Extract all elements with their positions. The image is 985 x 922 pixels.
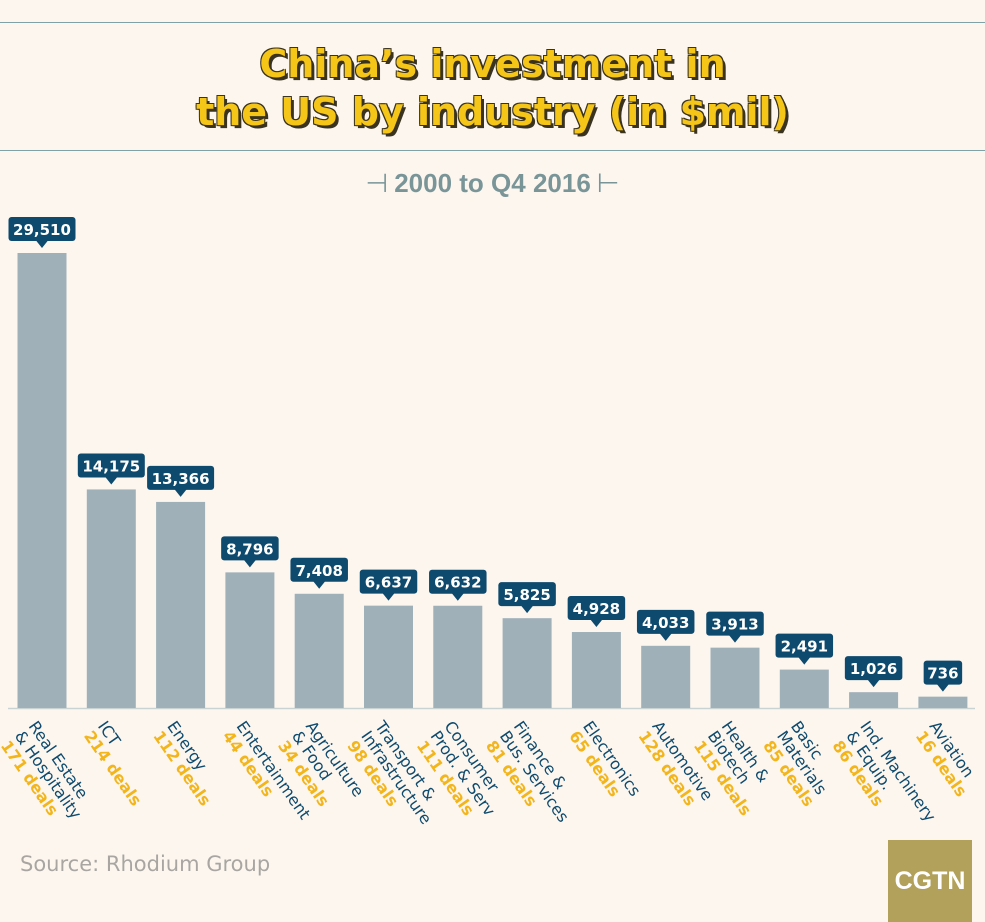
value-label: 13,366	[152, 470, 210, 488]
value-label: 736	[927, 665, 958, 683]
source-note: Source: Rhodium Group	[20, 852, 271, 876]
value-callout	[429, 569, 487, 594]
callout-pointer	[451, 593, 464, 601]
callout-pointer	[729, 635, 741, 643]
bar	[502, 618, 552, 708]
bracket-left: ⊣	[365, 168, 389, 198]
chart-subtitle: ⊣ 2000 to Q4 2016 ⊢	[0, 168, 985, 199]
value-callout	[844, 656, 903, 681]
callout-pointer	[174, 489, 187, 497]
bar	[918, 696, 968, 708]
value-label: 5,825	[503, 586, 550, 604]
value-callout	[359, 569, 418, 594]
bar	[710, 647, 760, 708]
bar	[571, 632, 621, 708]
callout-pointer	[936, 684, 949, 692]
callout-pointer	[798, 657, 811, 665]
value-label: 7,408	[295, 562, 342, 580]
value-callout	[775, 633, 834, 658]
bar	[779, 669, 829, 708]
value-label: 3,913	[711, 616, 758, 634]
bar	[294, 593, 344, 708]
callout-pointer	[867, 679, 880, 688]
value-label: 4,928	[573, 600, 620, 618]
title-rule	[0, 150, 985, 151]
value-callout	[498, 582, 556, 607]
subtitle-text: 2000 to Q4 2016	[394, 168, 591, 198]
bar	[225, 572, 275, 708]
value-label: 1,026	[850, 660, 897, 678]
callout-pointer	[382, 593, 395, 601]
callout-pointer	[105, 476, 118, 485]
bar	[364, 605, 413, 708]
bar	[17, 253, 67, 708]
value-callout	[8, 217, 76, 241]
bar	[641, 645, 691, 708]
bracket-right: ⊢	[596, 168, 620, 198]
bar	[86, 489, 136, 708]
chart-title-line-2: the US by industry (in $mil)	[196, 90, 789, 134]
value-label: 8,796	[226, 540, 273, 558]
cgtn-logo: CGTN	[888, 840, 972, 922]
top-rule	[0, 22, 985, 23]
chart-title-line-1: China’s investment in	[259, 42, 726, 86]
value-label: 6,637	[365, 574, 412, 592]
callout-pointer	[243, 559, 256, 568]
value-label: 4,033	[642, 614, 689, 632]
callout-pointer	[36, 240, 48, 248]
value-callout	[636, 609, 695, 634]
value-callout	[290, 557, 348, 582]
bar	[433, 605, 483, 708]
callout-pointer	[521, 605, 534, 614]
value-callout	[923, 660, 963, 685]
value-callout	[221, 536, 279, 561]
callout-pointer	[590, 619, 603, 628]
value-label: 14,175	[82, 457, 140, 475]
value-callout	[147, 465, 215, 490]
value-callout	[77, 453, 145, 478]
value-label: 29,510	[13, 221, 71, 239]
callout-pointer	[313, 581, 326, 589]
value-callout	[567, 596, 626, 621]
value-label: 2,491	[781, 638, 828, 656]
value-label: 6,632	[434, 574, 481, 592]
bar	[156, 501, 206, 708]
bar	[849, 692, 899, 708]
value-callout	[706, 611, 764, 636]
callout-pointer	[659, 633, 672, 641]
